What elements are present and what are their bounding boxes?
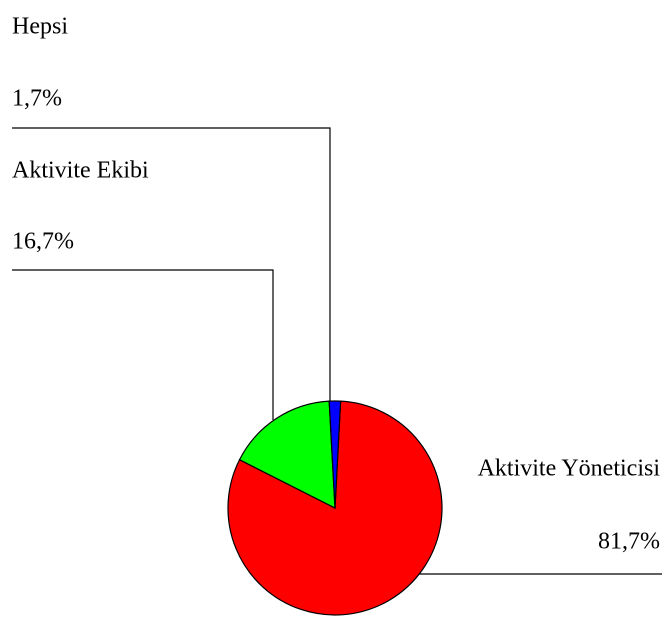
slice-value-label: 81,7% — [598, 529, 660, 555]
leader-line — [12, 269, 274, 420]
slice-value-label: 1,7% — [12, 86, 62, 112]
leader-line — [12, 127, 331, 402]
slice-label: Aktivite Yöneticisi — [478, 456, 661, 482]
slice-label: Aktivite Ekibi — [12, 158, 149, 184]
pie-slice — [328, 400, 342, 509]
slice-value-label: 16,7% — [12, 229, 74, 255]
pie-slice — [238, 400, 336, 510]
slice-label: Hepsi — [12, 14, 68, 40]
